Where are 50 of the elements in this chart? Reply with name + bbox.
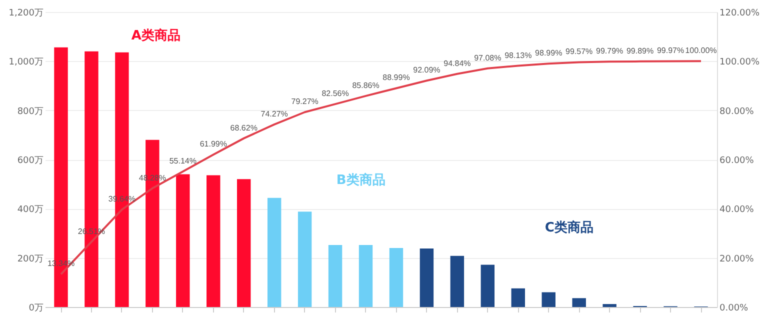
bar (267, 198, 282, 307)
y-tick-label: 400万 (17, 205, 44, 216)
y-tick-label: 1,000万 (8, 58, 44, 68)
data-label: 94.84% (444, 58, 471, 68)
data-label: 99.97% (656, 46, 684, 56)
bar (328, 245, 342, 307)
data-label: 82.56% (322, 89, 349, 98)
data-label: 61.99% (200, 140, 227, 149)
data-label: 97.08% (474, 53, 502, 62)
bar (542, 292, 556, 307)
data-label: 99.57% (566, 47, 593, 56)
bar (358, 245, 373, 307)
y2-tick-label: 80.00% (720, 106, 754, 117)
y2-tick-label: 0.00% (720, 304, 749, 314)
bar (480, 264, 495, 307)
y-tick-label: 1,200万 (8, 8, 44, 18)
y2-tick-label: 120.00% (720, 8, 760, 18)
annotation: C类商品 (544, 219, 594, 236)
bar (237, 179, 251, 307)
y-tick-label: 0万 (28, 304, 44, 314)
bar (176, 174, 190, 307)
data-label: 99.79% (596, 46, 624, 56)
data-label: 68.62% (230, 123, 258, 132)
bar (206, 175, 220, 307)
bar (572, 298, 586, 307)
y-tick-label: 800万 (17, 106, 44, 117)
bar (298, 212, 312, 307)
data-label: 98.99% (535, 48, 562, 58)
data-label: 55.14% (169, 156, 196, 166)
data-label: 88.99% (382, 73, 410, 82)
bar (450, 256, 464, 307)
bar (389, 248, 404, 307)
y2-tick-label: 20.00% (720, 254, 754, 264)
data-label: 92.09% (413, 66, 440, 75)
annotation: A类商品 (131, 28, 180, 44)
data-label: 79.27% (291, 97, 318, 106)
y-tick-label: 600万 (17, 156, 44, 166)
bar (420, 248, 434, 307)
data-label: 85.86% (352, 80, 380, 90)
bar (511, 288, 525, 307)
data-label: 100.00% (685, 46, 717, 56)
y2-tick-label: 40.00% (720, 205, 754, 216)
annotation: B类商品 (336, 172, 386, 188)
y2-tick-label: 100.00% (720, 58, 760, 68)
y2-tick-label: 60.00% (720, 156, 754, 166)
data-label: 99.89% (626, 46, 654, 56)
data-label: 98.13% (504, 50, 532, 60)
bar (602, 304, 616, 307)
data-label: 74.27% (260, 109, 288, 118)
y-tick-label: 200万 (17, 254, 44, 264)
